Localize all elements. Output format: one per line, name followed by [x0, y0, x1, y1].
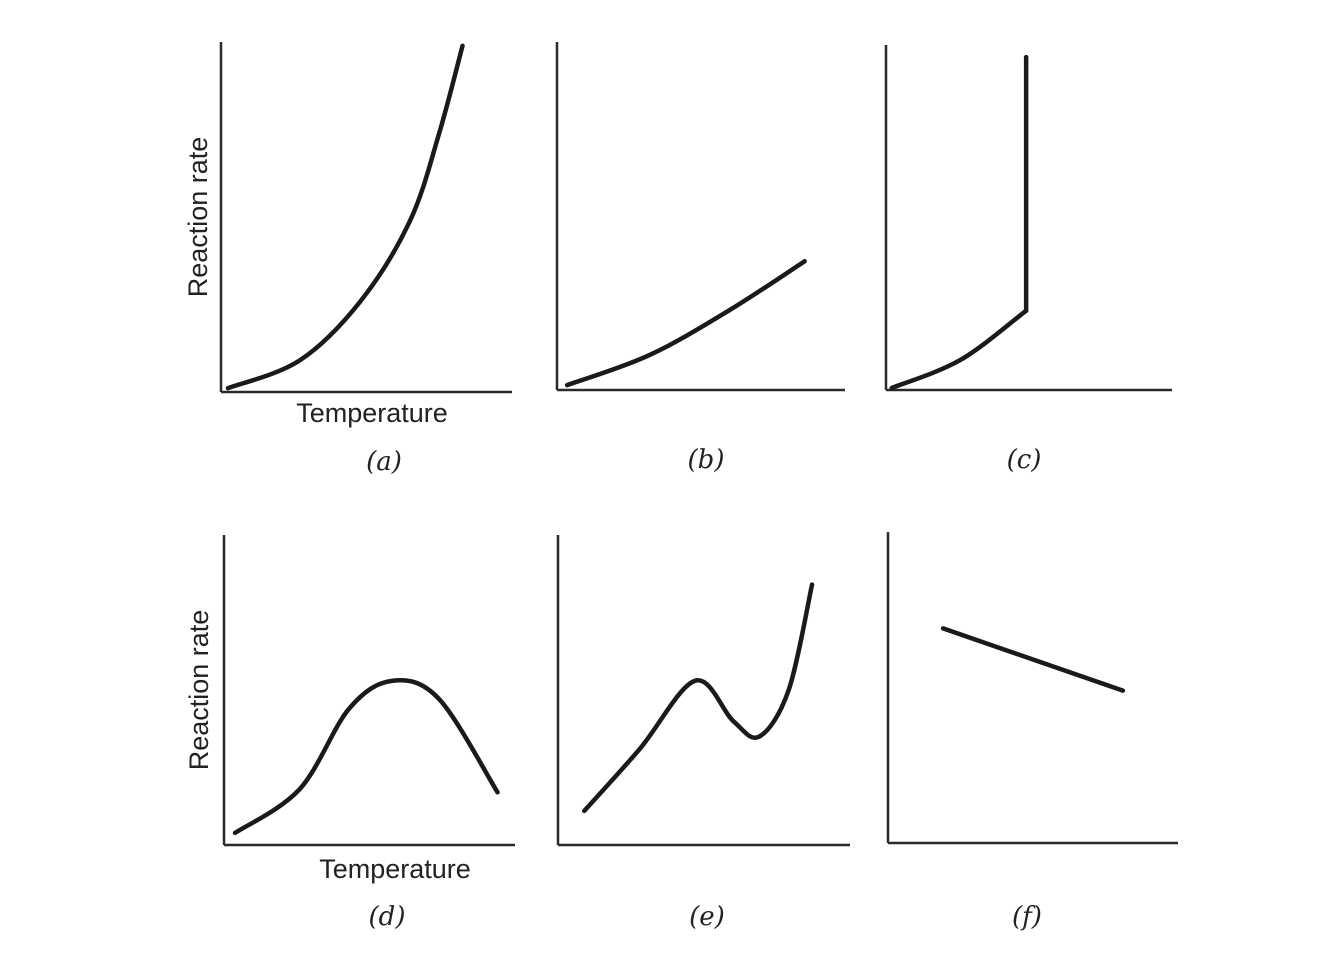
x-axis-label: Temperature: [296, 398, 448, 428]
curve-c: [889, 308, 1029, 391]
y-axis-label: Reaction rate: [184, 610, 214, 771]
curve-a: [225, 43, 465, 391]
y-axis-label: Reaction rate: [183, 137, 213, 298]
panel-label: (a): [366, 447, 402, 477]
panel-label: (f): [1012, 902, 1042, 932]
panel-label: (d): [369, 902, 406, 932]
panel-d: Reaction rate Temperature (d): [184, 535, 515, 932]
curve-b: [564, 258, 807, 388]
panel-f: (f): [886, 532, 1178, 932]
panel-label: (c): [1007, 445, 1042, 475]
panel-b: (b): [555, 42, 845, 475]
curve-e: [582, 582, 815, 814]
curve-d: [232, 678, 500, 836]
x-axis-label: Temperature: [319, 854, 471, 884]
panel-label: (e): [689, 902, 725, 932]
panel-c: (c): [884, 45, 1172, 475]
panel-e: (e): [556, 535, 850, 932]
panel-a: Reaction rate Temperature (a): [183, 42, 512, 477]
curve-f: [940, 626, 1126, 693]
panel-label: (b): [688, 445, 725, 475]
